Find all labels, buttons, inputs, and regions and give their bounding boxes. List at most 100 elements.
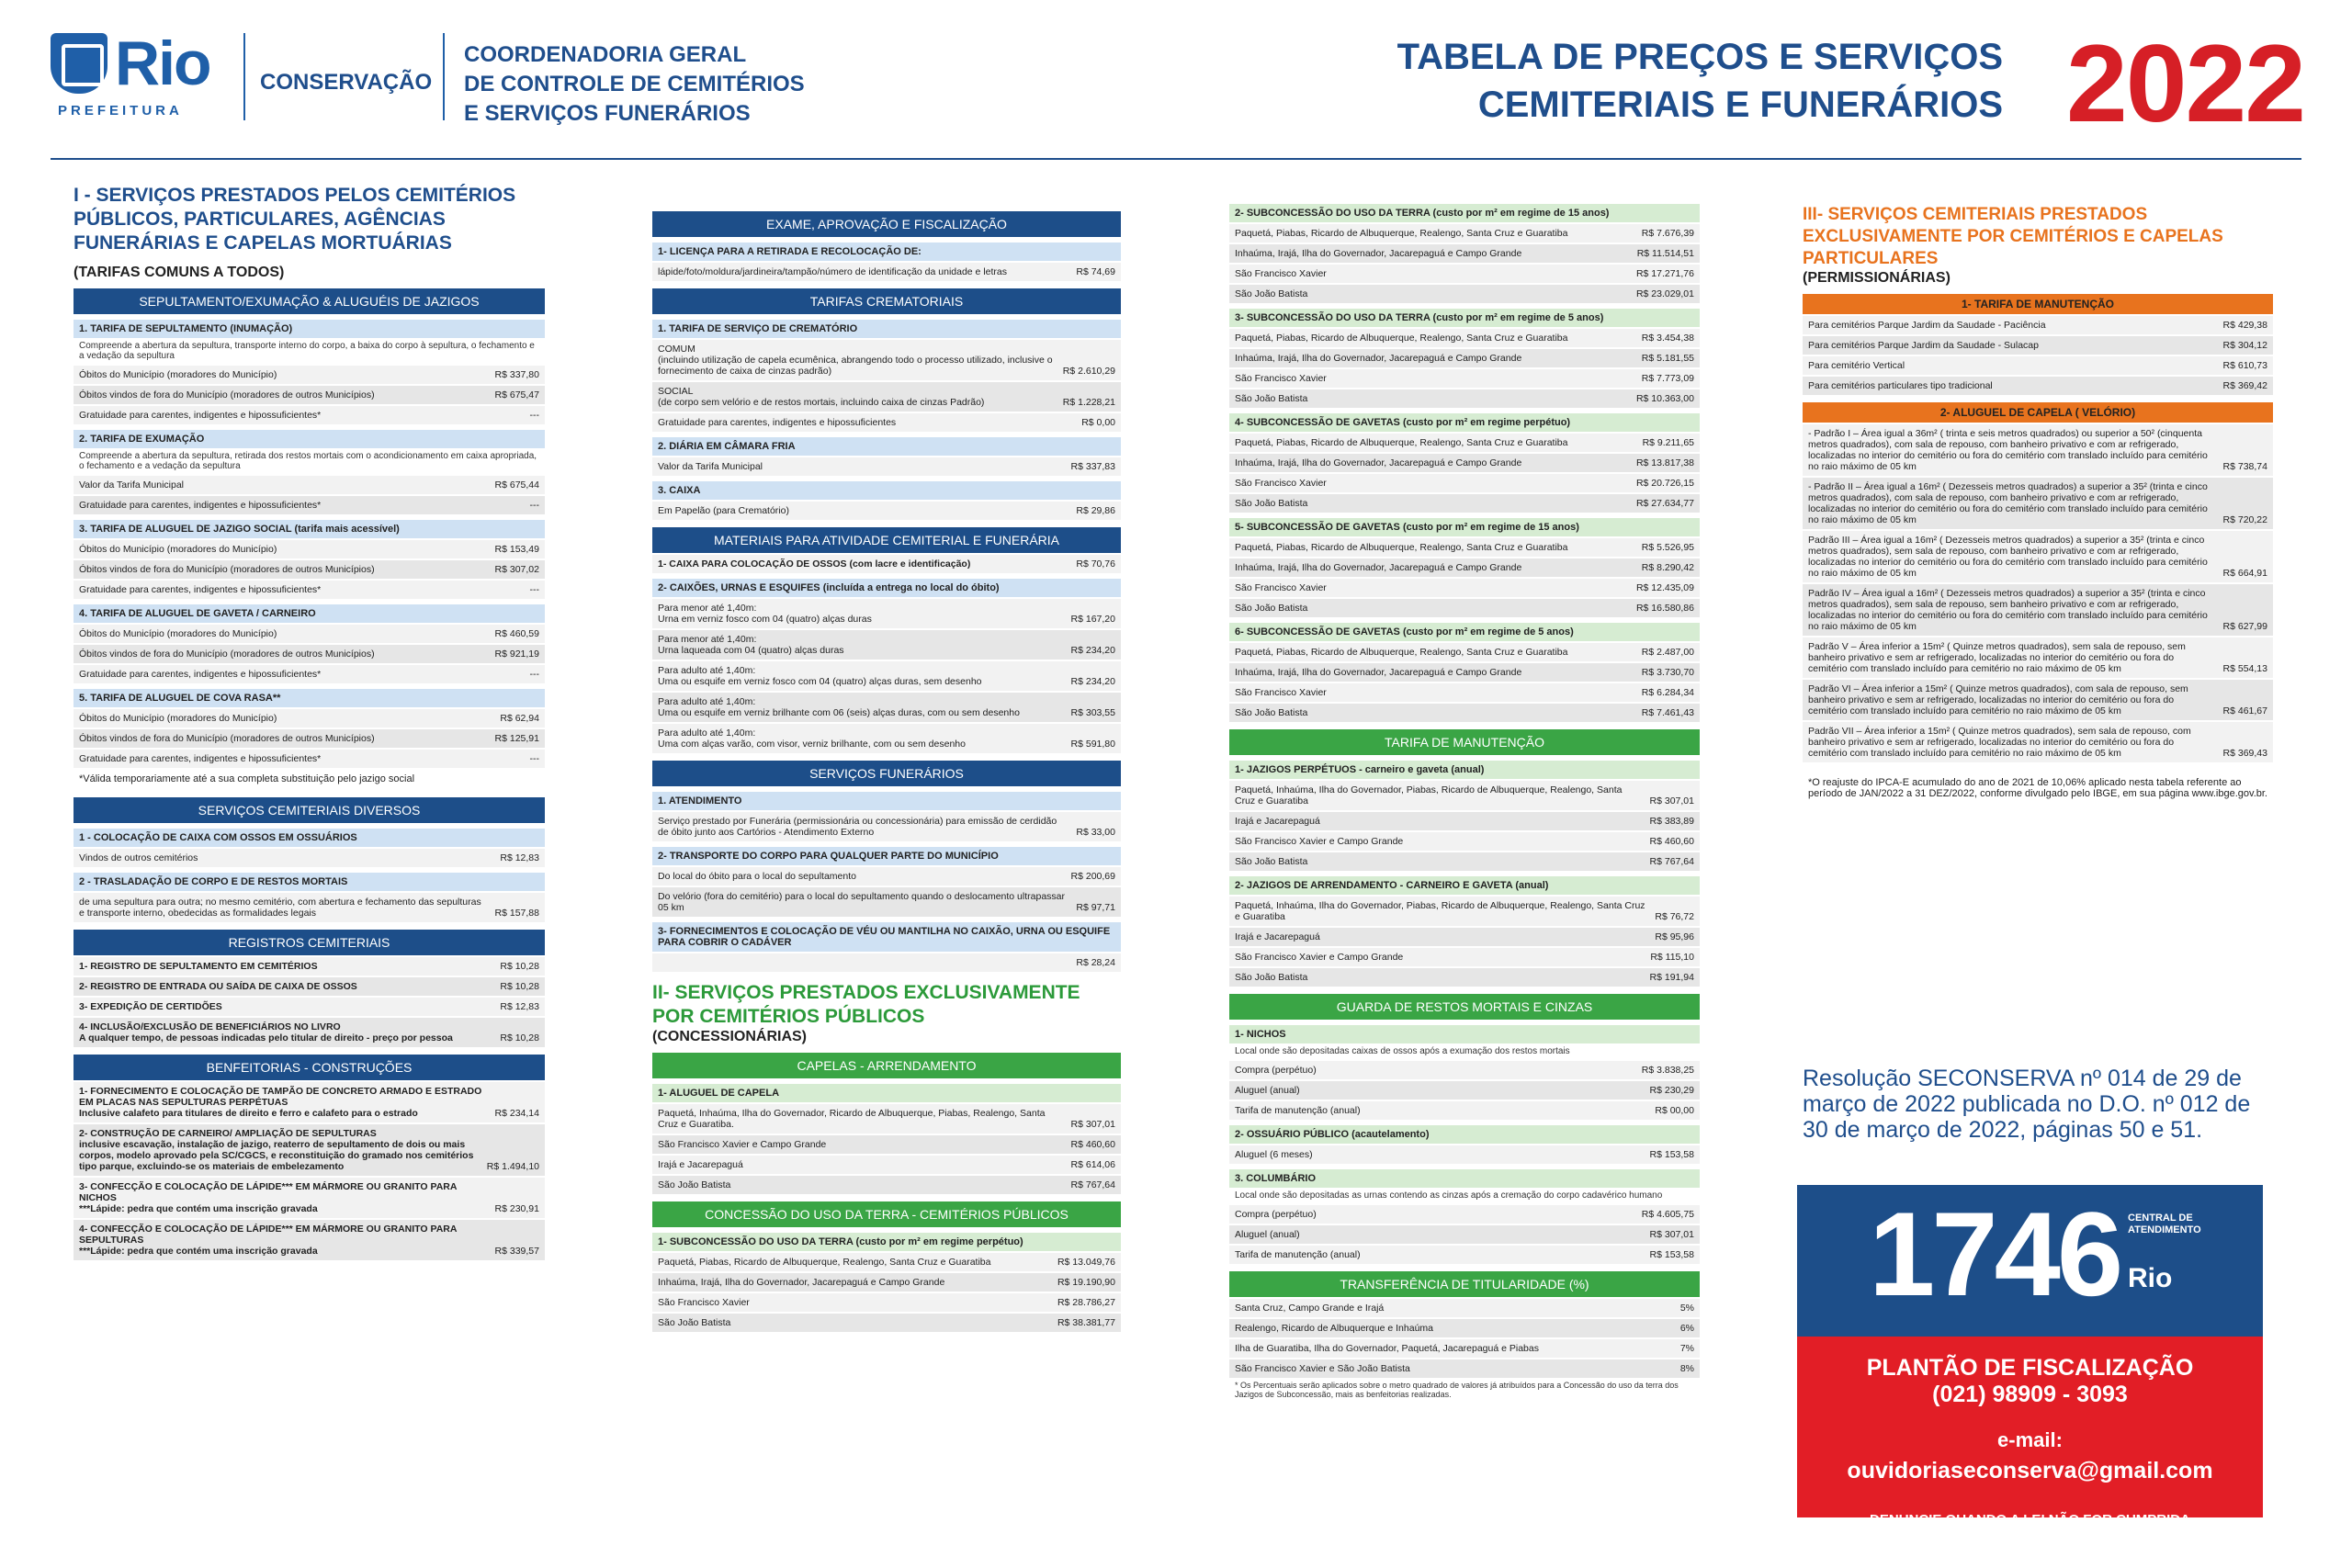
table-row: Padrão IV – Área igual a 16m² ( Dezessei… bbox=[1803, 584, 2273, 636]
row-price: R$ 33,00 bbox=[1076, 827, 1115, 838]
row-price: R$ 460,59 bbox=[494, 628, 539, 639]
row-price: R$ 3.454,38 bbox=[1641, 333, 1694, 344]
fiscalizacao-panel: PLANTÃO DE FISCALIZAÇÃO (021) 98909 - 30… bbox=[1797, 1337, 2263, 1528]
table-row: Valor da Tarifa Municipal R$ 337,83 bbox=[652, 457, 1121, 476]
table-heading: 3. TARIFA DE ALUGUEL DE JAZIGO SOCIAL (t… bbox=[74, 520, 545, 538]
table-row: Óbitos vindos de fora do Município (mora… bbox=[74, 729, 545, 748]
table-row: 4- CONFECÇÃO E COLOCAÇÃO DE LÁPIDE*** EM… bbox=[74, 1220, 545, 1260]
table-row: Inhaúma, Irajá, Ilha do Governador, Jaca… bbox=[1229, 558, 1700, 577]
table-row: Gratuidade para carentes, indigentes e h… bbox=[74, 750, 545, 768]
row-price: R$ 125,91 bbox=[494, 733, 539, 744]
row-label: Paquetá, Inhaúma, Ilha do Governador, Pi… bbox=[1235, 900, 1645, 922]
row-price: R$ 720,22 bbox=[2222, 514, 2267, 525]
row-price: R$ 767,64 bbox=[1070, 1179, 1115, 1190]
conservacao-label: CONSERVAÇÃO bbox=[260, 70, 433, 95]
row-label: Para menor até 1,40m: Urna laqueada com … bbox=[658, 634, 844, 656]
row-label: Padrão VII – Área inferior a 15m² ( Quin… bbox=[1808, 726, 2191, 759]
row-label: São João Batista bbox=[1235, 393, 1308, 404]
table-row: São João Batista R$ 27.634,77 bbox=[1229, 494, 1700, 513]
row-label: Óbitos vindos de fora do Município (mora… bbox=[79, 733, 375, 744]
row-price: R$ 307,02 bbox=[494, 564, 539, 575]
row-price: R$ 10,28 bbox=[500, 961, 539, 972]
table-row: 2- CONSTRUÇÃO DE CARNEIRO/ AMPLIAÇÃO DE … bbox=[74, 1124, 545, 1176]
table-row: Paquetá, Inhaúma, Ilha do Governador, Ri… bbox=[652, 1104, 1121, 1134]
row-label: Realengo, Ricardo de Albuquerque e Inhaú… bbox=[1235, 1323, 1433, 1334]
row-label: Óbitos vindos de fora do Município (mora… bbox=[79, 389, 375, 400]
table-row: São João Batista R$ 38.381,77 bbox=[652, 1314, 1121, 1332]
row-label: Para adulto até 1,40m: Uma com alças var… bbox=[658, 728, 966, 750]
bar-heading: SEPULTAMENTO/EXUMAÇÃO & ALUGUÉIS DE JAZI… bbox=[74, 288, 545, 314]
row-price: R$ 2.610,29 bbox=[1062, 366, 1115, 377]
row-label: 1- CAIXA PARA COLOCAÇÃO DE OSSOS (com la… bbox=[658, 558, 971, 570]
table-row: São João Batista R$ 767,64 bbox=[652, 1176, 1121, 1194]
row-price: R$ 369,43 bbox=[2222, 748, 2267, 759]
row-label: São João Batista bbox=[1235, 498, 1308, 509]
table-row: Paquetá, Piabas, Ricardo de Albuquerque,… bbox=[1229, 538, 1700, 557]
table-row: Compra (perpétuo) R$ 4.605,75 bbox=[1229, 1205, 1700, 1224]
email-link[interactable]: ouvidoriaseconserva@gmail.com bbox=[1847, 1458, 2213, 1483]
table-row: São Francisco Xavier R$ 7.773,09 bbox=[1229, 369, 1700, 388]
bar-heading: MATERIAIS PARA ATIVIDADE CEMITERIAL E FU… bbox=[652, 527, 1121, 553]
row-label: São João Batista bbox=[1235, 603, 1308, 614]
row-label: Padrão IV – Área igual a 16m² ( Dezessei… bbox=[1808, 588, 2208, 632]
row-price: R$ 234,20 bbox=[1070, 676, 1115, 687]
table-heading: 2- OSSUÁRIO PÚBLICO (acautelamento) bbox=[1229, 1125, 1700, 1144]
row-label: Inhaúma, Irajá, Ilha do Governador, Jaca… bbox=[1235, 667, 1522, 678]
row-price: --- bbox=[529, 669, 540, 680]
row-label: Gratuidade para carentes, indigentes e h… bbox=[79, 584, 322, 595]
row-price: R$ 339,57 bbox=[494, 1246, 539, 1257]
row-price: R$ 675,44 bbox=[494, 479, 539, 491]
column-4: III- SERVIÇOS CEMITERIAIS PRESTADOS EXCL… bbox=[1803, 204, 2273, 805]
phone-1746[interactable]: 1746 bbox=[1869, 1187, 2123, 1321]
row-price: R$ 337,83 bbox=[1070, 461, 1115, 472]
row-label: Para cemitério Vertical bbox=[1808, 360, 1905, 371]
row-price: R$ 307,01 bbox=[1649, 795, 1694, 807]
row-label: Para adulto até 1,40m: Uma ou esquife em… bbox=[658, 665, 982, 687]
plantao-phone[interactable]: (021) 98909 - 3093 bbox=[1932, 1382, 2128, 1407]
table-row: São João Batista R$ 767,64 bbox=[1229, 852, 1700, 871]
row-price: R$ 10,28 bbox=[500, 1032, 539, 1043]
section-title: III- SERVIÇOS CEMITERIAIS PRESTADOS EXCL… bbox=[1803, 205, 2223, 268]
row-label: Inhaúma, Irajá, Ilha do Governador, Jaca… bbox=[1235, 353, 1522, 364]
table-heading: 3. COLUMBÁRIO bbox=[1229, 1169, 1700, 1188]
row-label: Irajá e Jacarepaguá bbox=[658, 1159, 743, 1170]
table-row: São João Batista R$ 7.461,43 bbox=[1229, 704, 1700, 722]
row-price: R$ 12,83 bbox=[500, 852, 539, 863]
rio-shield-icon bbox=[51, 33, 107, 94]
row-price: R$ 10,28 bbox=[500, 981, 539, 992]
row-price: R$ 4.605,75 bbox=[1641, 1209, 1694, 1220]
table-heading: 1. TARIFA DE SERVIÇO DE CREMATÓRIO bbox=[652, 320, 1121, 338]
row-label: 1- FORNECIMENTO E COLOCAÇÃO DE TAMPÃO DE… bbox=[79, 1086, 482, 1119]
table-row: lápide/foto/moldura/jardineira/tampão/nú… bbox=[652, 263, 1121, 281]
row-price: 8% bbox=[1679, 1363, 1694, 1374]
row-label: Inhaúma, Irajá, Ilha do Governador, Jaca… bbox=[658, 1277, 945, 1288]
table-row: São João Batista R$ 10.363,00 bbox=[1229, 389, 1700, 408]
row-label: Para cemitérios Parque Jardim da Saudade… bbox=[1808, 340, 2039, 351]
page-title: TABELA DE PREÇOS E SERVIÇOS CEMITERIAIS E… bbox=[1396, 37, 2003, 125]
divider bbox=[243, 33, 245, 120]
row-price: R$ 191,94 bbox=[1649, 972, 1694, 983]
row-label: Gratuidade para carentes, indigentes e h… bbox=[658, 417, 897, 428]
row-price: R$ 12.435,09 bbox=[1635, 582, 1694, 593]
table-row: Para menor até 1,40m: Urna em verniz fos… bbox=[652, 599, 1121, 628]
bar-heading: CAPELAS - ARRENDAMENTO bbox=[652, 1053, 1121, 1078]
row-label: 4- INCLUSÃO/EXCLUSÃO DE BENEFICIÁRIOS NO… bbox=[79, 1021, 453, 1043]
table-row: Irajá e Jacarepaguá R$ 383,89 bbox=[1229, 812, 1700, 830]
row-label: Aluguel (anual) bbox=[1235, 1229, 1300, 1240]
row-price: R$ 5.526,95 bbox=[1641, 542, 1694, 553]
table-row: Compra (perpétuo) R$ 3.838,25 bbox=[1229, 1061, 1700, 1079]
row-label: Para cemitérios particulares tipo tradic… bbox=[1808, 380, 1993, 391]
table-row: de uma sepultura para outra; no mesmo ce… bbox=[74, 893, 545, 922]
row-price: 5% bbox=[1679, 1303, 1694, 1314]
row-price: R$ 153,58 bbox=[1649, 1249, 1694, 1260]
row-label: Paquetá, Piabas, Ricardo de Albuquerque,… bbox=[1235, 228, 1568, 239]
table-row: Para cemitério Vertical R$ 610,73 bbox=[1803, 356, 2273, 375]
divider bbox=[443, 33, 445, 120]
table-row: Aluguel (anual) R$ 230,29 bbox=[1229, 1081, 1700, 1100]
bar-heading: TARIFA DE MANUTENÇÃO bbox=[1229, 729, 1700, 755]
table-heading: 1- NICHOS bbox=[1229, 1025, 1700, 1043]
year: 2022 bbox=[2066, 22, 2306, 145]
bar-heading: REGISTROS CEMITERIAIS bbox=[74, 930, 545, 955]
row-price: R$ 28.786,27 bbox=[1057, 1297, 1115, 1308]
table-row: 1- REGISTRO DE SEPULTAMENTO EM CEMITÉRIO… bbox=[74, 957, 545, 976]
